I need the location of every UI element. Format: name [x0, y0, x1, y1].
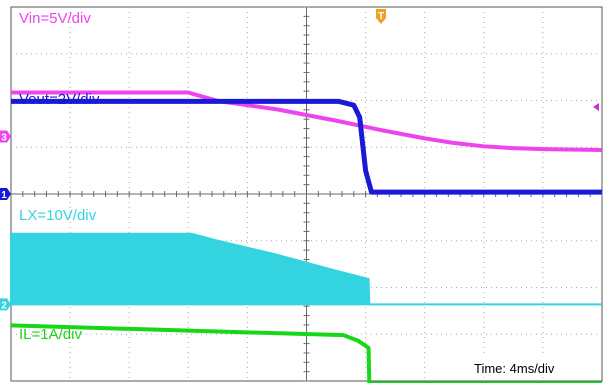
- label-il: IL=1A/div: [19, 326, 82, 343]
- label-lx: LX=10V/div: [19, 207, 97, 224]
- label-vout: Vout=2V/div: [19, 91, 100, 108]
- ground-marker-1: [0, 188, 11, 200]
- time-scale-label: Time: 4ms/div: [474, 361, 555, 376]
- trace-labels: Vin=5V/div Vout=2V/div LX=10V/div IL=1A/…: [19, 10, 583, 377]
- label-vin: Vin=5V/div: [19, 10, 91, 27]
- trace-fill-3: [10, 232, 602, 306]
- trigger-marker-label: T: [378, 11, 384, 22]
- channel-markers: 3124T: [0, 9, 599, 388]
- time-scale-background: [470, 357, 583, 377]
- time-scale-box: Time: 4ms/div: [470, 357, 583, 377]
- trigger-position-marker: [376, 9, 386, 24]
- ground-marker-2: [0, 298, 11, 311]
- ground-marker-3: [0, 130, 11, 143]
- trigger-level-marker: [593, 103, 599, 111]
- ground-marker-label: 1: [1, 190, 7, 201]
- ground-marker-label: 3: [1, 132, 7, 143]
- ground-marker-label: 2: [1, 300, 7, 311]
- trace-line-2: [11, 98, 602, 195]
- traces: [10, 90, 603, 386]
